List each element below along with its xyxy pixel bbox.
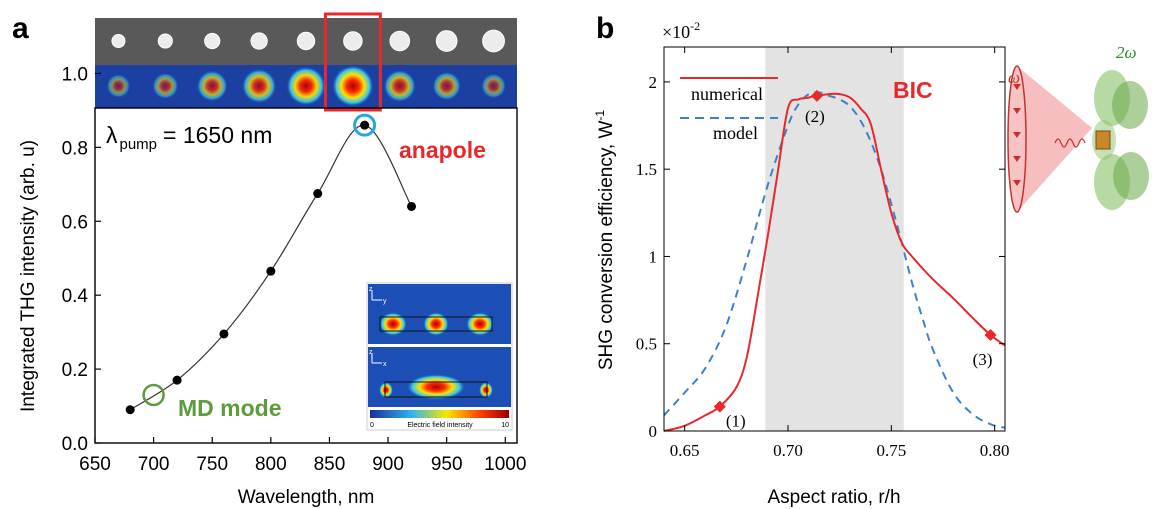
field-hotspot [432, 71, 462, 101]
field-hotspot [383, 69, 416, 103]
plot-a-ytick-label: 0.2 [62, 360, 88, 381]
anapole-highlight-box [323, 12, 382, 112]
plot-b-xlabel: Aspect ratio, r/h [767, 487, 900, 508]
marked-point-label: (2) [805, 107, 825, 126]
marked-points: (1) (2) (3) [713, 89, 997, 431]
legend-label-numerical: numerical [691, 84, 763, 104]
field-hotspot [480, 73, 507, 99]
thg-data-point [266, 266, 276, 276]
bic-shaded-region [765, 47, 904, 431]
panel-b-label: b [596, 12, 614, 45]
field-hotspot [196, 70, 228, 102]
panel-a-label: a [12, 12, 29, 45]
sem-particle [296, 31, 316, 51]
field-hotspot [286, 66, 326, 106]
plot-a-xtick-label: 950 [431, 454, 463, 475]
plot-a-xtick-label: 750 [196, 454, 228, 475]
plot-b-legend: numerical model [680, 77, 778, 143]
field-hotspot [152, 72, 179, 100]
sem-particle [482, 29, 505, 53]
field-hotspot [106, 74, 131, 98]
sem-particle [204, 32, 221, 50]
anapole-marker-circle [353, 113, 377, 137]
thg-data-point [125, 405, 135, 415]
plot-b-xtick-label: 0.65 [670, 441, 700, 460]
inset-colorbar [370, 410, 509, 418]
marked-point [810, 89, 823, 102]
sem-particle [343, 31, 363, 51]
plot-b-ytick-label: 1.5 [636, 160, 657, 179]
thg-data-points [125, 120, 416, 415]
inset-axis-z-top: z [369, 286, 373, 293]
thg-data-point [313, 189, 323, 199]
inset-axis-z-bottom: z [369, 349, 373, 356]
inset-colorbar-label: Electric field intensity [407, 422, 473, 429]
marked-point-label: (3) [973, 350, 993, 369]
shg-emission-illustration: ω 2ω [1007, 43, 1149, 213]
thg-data-point [219, 329, 229, 339]
scale-factor-label: ×10-2 [662, 19, 700, 42]
inset-axis-y: y [383, 298, 387, 305]
plot-a-ticks: 650 700 750 800 850 900 950 1000 0.0 0.2 0.4 0.6 0.8… [62, 64, 527, 475]
plot-a-ytick-label: 0.4 [62, 286, 89, 307]
plot-a-ytick-label: 0.0 [62, 434, 88, 455]
plot-b-frame [663, 46, 1006, 432]
marked-point [713, 400, 726, 413]
plot-a-xtick-label: 800 [255, 454, 287, 475]
pump-wavelength-label: λ pump = 1650 nm [106, 122, 272, 153]
plot-a-xtick-label: 700 [138, 454, 170, 475]
sem-particle [435, 30, 458, 52]
plot-a-frame [94, 107, 518, 444]
plot-b-xtick-label: 0.70 [773, 441, 803, 460]
thg-data-point [407, 201, 416, 211]
plot-a-ytick-label: 0.6 [62, 212, 88, 233]
plot-b-ytick-label: 0.5 [636, 335, 657, 354]
plot-a-xlabel: Wavelength, nm [238, 487, 375, 508]
plot-b-ytick-label: 1 [649, 247, 658, 266]
sem-particle [389, 30, 411, 52]
plot-b-xtick-label: 0.75 [876, 441, 906, 460]
plot-a-ylabel: Integrated THG intensity (arb. u) [18, 140, 39, 412]
thg-data-point [172, 375, 182, 385]
sem-particle [111, 34, 126, 48]
model-curve [663, 91, 1006, 429]
md-mode-label: MD mode [178, 395, 282, 421]
omega-label: ω [1008, 68, 1020, 87]
anapole-label: anapole [399, 137, 486, 163]
sem-particle [157, 33, 173, 49]
plot-a-xtick-label: 900 [372, 454, 404, 475]
marked-point-label: (1) [726, 412, 746, 431]
inset-axis-x: x [383, 361, 387, 368]
numerical-curve [663, 92, 1006, 432]
marked-point [984, 329, 997, 341]
plot-a-ytick-label: 0.8 [62, 138, 88, 159]
sem-particle [250, 32, 268, 50]
bic-label: BIC [893, 77, 933, 103]
plot-b-ytick-label: 0 [649, 422, 658, 441]
plot-b-ytick-label: 2 [649, 73, 658, 92]
field-hotspot [331, 65, 374, 107]
panel-a: a 650 700 750 800 850 900 950 10 0 [12, 12, 526, 508]
plot-a-xtick-label: 650 [79, 454, 111, 475]
field-hotspots [106, 65, 507, 107]
field-hotspot [241, 68, 277, 104]
sem-particles [111, 29, 505, 53]
plot-a-xtick-label: 850 [314, 454, 346, 475]
two-omega-label: 2ω [1116, 43, 1137, 62]
plot-b-ticks: 0.65 0.70 0.75 0.80 0 0.5 1 1.5 2 [636, 47, 1010, 460]
panel-b: b (1) (2) (3) 0.65 0.70 0.75 0.80 0 0.5 1 1.5 2 ×1… [593, 12, 1149, 508]
inset-colorbar-min: 0 [370, 422, 374, 429]
plot-a-xtick-label: 1000 [484, 454, 526, 475]
plot-b-xtick-label: 0.80 [980, 441, 1010, 460]
thg-data-point [360, 120, 370, 130]
legend-label-model: model [713, 123, 758, 143]
inset-colorbar-max: 10 [501, 422, 509, 429]
field-distribution-inset: z y z x 0 Electric field intensity 10 [366, 282, 513, 431]
plot-b-ylabel: SHG conversion efficiency, W-1 [593, 110, 617, 371]
md-mode-marker-circle [142, 383, 165, 407]
plot-a-ytick-label: 1.0 [62, 64, 88, 85]
